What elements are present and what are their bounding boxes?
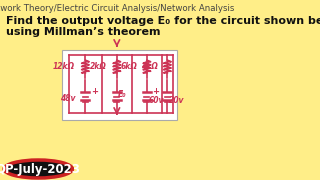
Text: 60v: 60v — [148, 96, 164, 105]
Text: 48v: 48v — [60, 94, 76, 103]
Text: using Millman’s theorem: using Millman’s theorem — [6, 27, 161, 37]
Text: E₀: E₀ — [118, 90, 127, 99]
Text: +: + — [152, 87, 159, 96]
Text: 4kΩ: 4kΩ — [141, 62, 158, 71]
Text: 6kΩ: 6kΩ — [120, 62, 137, 71]
Text: 12kΩ: 12kΩ — [52, 62, 75, 71]
Text: Network Theory/Electric Circuit Analysis/Network Analysis: Network Theory/Electric Circuit Analysis… — [0, 4, 235, 13]
FancyBboxPatch shape — [62, 50, 177, 120]
Text: +: + — [91, 87, 98, 96]
Ellipse shape — [4, 160, 72, 178]
Text: 20v: 20v — [169, 96, 184, 105]
Text: Find the output voltage E₀ for the circuit shown below,: Find the output voltage E₀ for the circu… — [6, 16, 320, 26]
Text: QP-July-2023: QP-July-2023 — [0, 163, 81, 175]
Text: 2kΩ: 2kΩ — [90, 62, 107, 71]
